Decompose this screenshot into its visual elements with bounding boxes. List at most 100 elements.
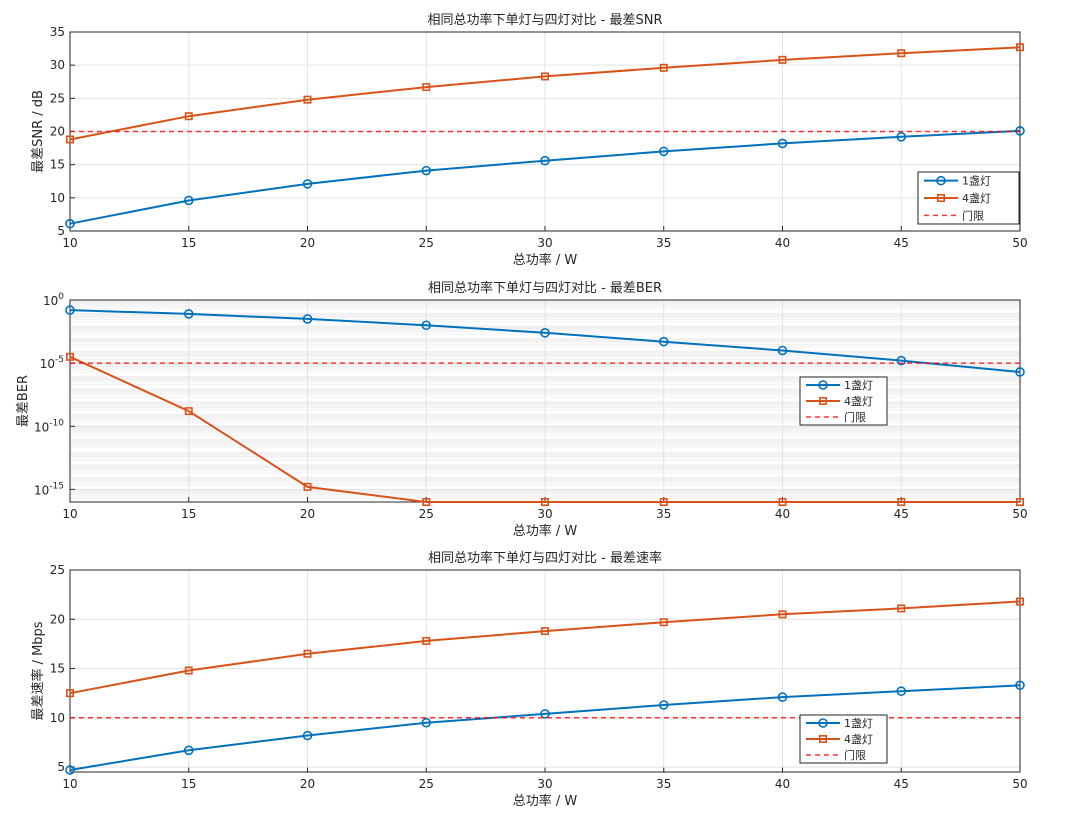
- data-point: [777, 345, 788, 356]
- x-tick-label: 25: [419, 777, 434, 791]
- y-tick-label: 10: [50, 711, 65, 725]
- chart-panel-3: 10 15 20 25 30 35 40 45 50 5 10 15 20 25 相同总功率下单灯与四灯对比…: [30, 550, 1028, 809]
- legend-marker: [818, 396, 827, 405]
- series-1: [65, 305, 1025, 377]
- x-tick-label: 10: [62, 507, 77, 521]
- legend-label: 4盏灯: [962, 191, 991, 205]
- x-tick-label: 25: [419, 507, 434, 521]
- x-tick-label: 50: [1012, 236, 1027, 250]
- legend-label: 门限: [844, 410, 866, 424]
- data-point: [65, 765, 75, 775]
- data-point: [659, 63, 668, 72]
- y-tick-label: 35: [50, 25, 65, 39]
- y-tick-label: 100: [43, 292, 64, 308]
- data-point: [421, 320, 432, 331]
- y-tick-label: 10: [50, 191, 65, 205]
- y-tick-exponent: -10: [49, 418, 64, 428]
- x-tick-label: 45: [894, 236, 909, 250]
- x-tick-label: 20: [300, 777, 315, 791]
- series-2: [66, 597, 1024, 698]
- data-point: [1015, 597, 1024, 606]
- x-tick-label: 35: [656, 507, 671, 521]
- y-tick-exponent: -15: [49, 481, 64, 491]
- chart-title: 相同总功率下单灯与四灯对比 - 最差BER: [428, 280, 662, 296]
- x-tick-label: 30: [537, 507, 552, 521]
- y-tick-label: 10-10: [34, 418, 64, 434]
- x-tick-label: 35: [656, 777, 671, 791]
- x-tick-label: 40: [775, 236, 790, 250]
- data-point: [183, 309, 194, 319]
- series-line: [69, 600, 1021, 695]
- legend-label: 1盏灯: [962, 174, 991, 188]
- y-tick-exponent: -5: [55, 355, 64, 365]
- data-point: [896, 355, 907, 366]
- data-point: [778, 497, 787, 506]
- y-tick-base: 10: [34, 483, 49, 497]
- data-point: [778, 610, 787, 619]
- chart-title: 相同总功率下单灯与四灯对比 - 最差SNR: [428, 12, 663, 28]
- data-point: [540, 72, 549, 81]
- y-tick-exponent: 0: [58, 292, 64, 302]
- y-axis-label: 最差速率 / Mbps: [30, 621, 46, 720]
- data-point: [658, 700, 669, 710]
- data-point: [540, 155, 550, 166]
- x-tick-label: 45: [894, 507, 909, 521]
- y-tick-label: 10-5: [40, 355, 64, 371]
- legend-label: 1盏灯: [844, 716, 873, 730]
- series-line: [69, 355, 1020, 503]
- data-point: [896, 686, 907, 697]
- y-tick-label: 20: [50, 612, 65, 626]
- data-point: [302, 730, 313, 741]
- data-point: [66, 689, 75, 698]
- x-tick-label: 50: [1012, 507, 1027, 521]
- x-tick-label: 20: [300, 236, 315, 250]
- y-tick-label: 10-15: [34, 481, 64, 497]
- y-tick-label: 30: [50, 58, 65, 72]
- data-point: [303, 95, 312, 104]
- data-point: [66, 352, 75, 361]
- x-axis-label: 总功率 / W: [513, 523, 578, 539]
- x-axis-label: 总功率 / W: [513, 252, 578, 268]
- data-point: [184, 112, 193, 121]
- legend-marker: [818, 734, 827, 743]
- data-point: [183, 195, 194, 206]
- data-point: [302, 179, 313, 189]
- data-point: [777, 692, 788, 702]
- legend-marker: [936, 194, 945, 203]
- series-line: [69, 46, 1021, 141]
- data-point: [421, 165, 432, 176]
- series-line: [69, 684, 1021, 771]
- x-tick-label: 10: [62, 777, 77, 791]
- y-tick-label: 15: [50, 662, 65, 676]
- data-point: [897, 49, 906, 58]
- data-point: [659, 497, 668, 506]
- legend-marker: [818, 718, 828, 728]
- x-tick-label: 35: [656, 236, 671, 250]
- y-tick-label: 15: [50, 158, 65, 172]
- data-point: [778, 55, 787, 64]
- y-tick-label: 20: [50, 125, 65, 139]
- data-point: [540, 709, 550, 719]
- x-tick-label: 15: [181, 236, 196, 250]
- data-point: [1015, 497, 1024, 506]
- data-point: [184, 666, 193, 675]
- data-point: [658, 336, 669, 347]
- x-tick-label: 50: [1012, 777, 1027, 791]
- x-tick-label: 30: [537, 777, 552, 791]
- y-tick-base: 10: [34, 420, 49, 434]
- chart-panel-2: 10 15 20 25 30 35 40 45 5010-1510-1010-5100相同总功率…: [16, 280, 1028, 539]
- axes-box: [69, 569, 1021, 773]
- legend-label: 4盏灯: [844, 732, 873, 746]
- x-tick-label: 45: [894, 777, 909, 791]
- data-point: [422, 636, 431, 645]
- series-line: [69, 309, 1021, 373]
- data-point: [658, 146, 669, 157]
- data-point: [540, 497, 549, 506]
- x-tick-label: 30: [537, 236, 552, 250]
- x-tick-label: 40: [775, 507, 790, 521]
- legend-marker: [818, 380, 828, 390]
